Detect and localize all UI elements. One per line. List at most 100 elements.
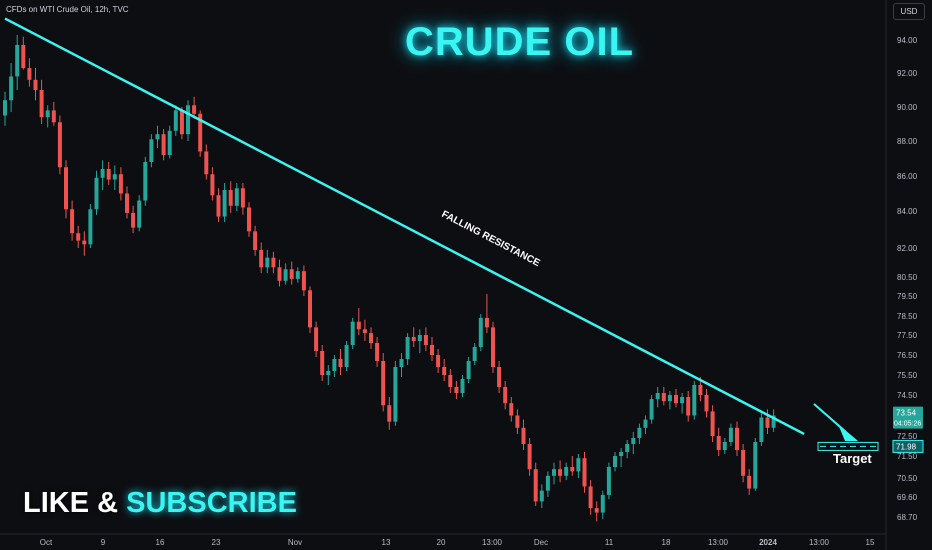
candle-body [460,379,465,393]
candle-body [521,427,526,444]
candle-body [228,190,233,206]
candle-body [51,110,56,123]
time-tick-label: 13:00 [809,538,830,547]
price-tick-label: 77.50 [897,331,918,340]
symbol-legend[interactable]: CFDs on WTI Crude Oil, 12h, TVC [6,5,129,14]
candle-body [747,475,752,489]
candle-body [759,417,764,442]
candle-body [362,329,367,334]
time-axis[interactable]: Oct 9 16 23 Nov 13 20 13:00 Dec 11 18 13:00 2024 13:0… [40,538,875,547]
candle-body [112,174,117,180]
time-tick-label: 9 [101,538,106,547]
candle-body [588,486,593,509]
candle-body [454,387,459,393]
time-tick-label: 23 [212,538,221,547]
candle-body [686,397,691,416]
candle-body [698,385,703,395]
candle-body [216,195,221,217]
candle-body [643,419,648,428]
candle-body [369,333,373,343]
candle-body [667,395,672,402]
candle-body [27,68,32,80]
candle-body [753,442,758,489]
last-price-value: 73.54 [896,409,917,418]
candle-body [308,290,312,328]
price-tick-label: 75.50 [897,371,918,380]
candle-body [405,337,410,359]
candle-body [155,134,160,140]
candle-body [558,469,563,476]
candle-body [381,361,386,406]
candle-body [70,209,75,234]
candle-body [716,436,721,450]
candle-body [478,317,483,347]
candle-body [3,100,7,116]
candle-body [277,267,282,281]
candle-body [314,327,319,351]
candle-body [173,110,178,131]
candle-body [186,105,190,135]
candle-body [600,494,605,513]
time-tick-label: 2024 [759,538,777,547]
candle-body [375,343,380,361]
candle-body [655,393,660,400]
candle-body [674,395,678,404]
price-tick-label: 84.00 [897,207,918,216]
bar-countdown: 04:05:26 [894,421,921,428]
candle-body [448,375,453,387]
candle-body [417,335,422,341]
time-tick-label: 11 [605,538,614,547]
trendline-group: FALLING RESISTANCE [4,17,805,436]
candle-body [442,367,447,375]
falling-resistance-line [4,17,805,436]
candle-body [106,169,111,180]
candle-body [253,231,258,250]
target-group: Target [813,403,879,466]
candle-body [399,359,404,367]
candle-body [472,347,477,361]
candle-body [484,317,489,328]
candle-body [661,393,666,402]
candle-body [430,345,434,355]
candle-body [88,209,93,245]
candle-body [271,257,276,268]
candle-body [39,90,44,118]
time-tick-label: 13:00 [708,538,729,547]
candle-body [545,475,550,491]
candle-body [131,212,136,228]
candle-body [491,327,495,367]
candle-body [387,405,392,422]
candle-body [344,345,349,367]
candle-body [161,134,166,155]
time-tick-label: 18 [662,538,671,547]
candle-body [222,190,227,217]
price-axis[interactable]: 94.00 92.00 90.00 88.00 86.00 84.00 82.00 80.50… [897,36,918,522]
candle-body [33,79,38,90]
price-tick-label: 69.60 [897,493,918,502]
candle-body [9,76,14,101]
candle-body [680,397,685,404]
candle-body [100,169,105,178]
candle-body [210,174,215,196]
candle-body [149,139,154,162]
currency-button[interactable]: USD [893,3,925,20]
candle-body [301,271,306,291]
candle-body [722,442,727,450]
price-tick-label: 94.00 [897,36,918,45]
subscribe-text: SUBSCRIBE [126,487,297,519]
candle-body [552,469,556,476]
time-tick-label: 20 [437,538,446,547]
candle-body [533,469,538,502]
candle-body [466,361,471,379]
candle-body [240,188,245,208]
candle-body [606,467,611,495]
target-price-value: 71.98 [896,442,917,451]
candle-body [436,355,441,367]
candle-body [234,188,239,206]
candle-body [356,321,361,330]
candle-body [515,415,520,428]
price-tick-label: 92.00 [897,69,918,78]
candle-body [771,415,776,428]
